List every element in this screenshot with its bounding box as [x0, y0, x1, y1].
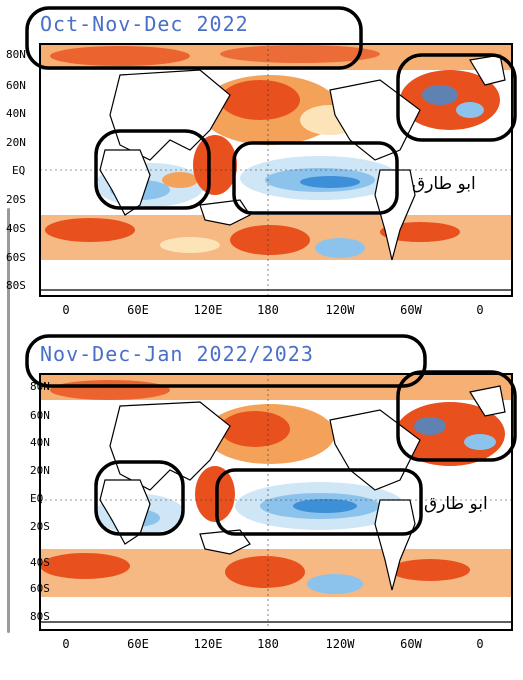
lat-label: 20S: [6, 193, 26, 206]
lat-label: 60S: [6, 251, 26, 264]
lat-label: 20N: [30, 464, 50, 477]
scrollbar[interactable]: [7, 208, 10, 633]
lat-label: 40N: [30, 436, 50, 449]
lat-label: 80N: [6, 48, 26, 61]
panel-title: Nov-Dec-Jan 2022/2023: [40, 342, 314, 366]
lat-label: 80N: [30, 380, 50, 393]
lat-label: EQ: [30, 492, 44, 505]
lon-label: 120W: [325, 637, 355, 651]
lat-label: 80S: [6, 279, 26, 292]
lon-label: 180: [257, 303, 279, 317]
lat-label: 60N: [30, 409, 50, 422]
lon-label: 120W: [325, 303, 355, 317]
lon-label: 120E: [193, 303, 223, 317]
lon-label: 120E: [193, 637, 223, 651]
lon-label: 0: [476, 303, 484, 317]
lat-label: 80S: [30, 610, 50, 623]
anomaly-field: [40, 374, 512, 630]
lat-label: EQ: [12, 164, 26, 177]
lat-label: 40S: [30, 556, 50, 569]
graticule: [40, 44, 512, 296]
lon-label: 60E: [127, 303, 149, 317]
lat-label: 60S: [30, 582, 50, 595]
sst-anomaly-map: [25, 6, 517, 297]
lon-label: 0: [476, 637, 484, 651]
watermark-text: ابو طارق: [412, 174, 476, 194]
lon-label: 60W: [400, 303, 422, 317]
lon-label: 0: [62, 303, 70, 317]
lat-label: 60N: [6, 79, 26, 92]
lon-label: 60E: [127, 637, 149, 651]
sst-anomaly-map: [25, 334, 517, 631]
annotation-outlines: [25, 6, 517, 215]
anomaly-field: [40, 44, 512, 296]
map-panel-oct-nov-dec: Oct-Nov-Dec 2022: [0, 0, 523, 330]
lon-label: 0: [62, 637, 70, 651]
panel-title: Oct-Nov-Dec 2022: [40, 12, 249, 36]
lon-label: 60W: [400, 637, 422, 651]
lat-label: 20S: [30, 520, 50, 533]
lat-label: 40S: [6, 222, 26, 235]
graticule: [40, 374, 512, 630]
lon-label: 180: [257, 637, 279, 651]
map-panel-nov-dec-jan: Nov-Dec-Jan 2022/2023: [0, 334, 523, 680]
watermark-text: ابو طارق: [424, 494, 488, 514]
annotation-outlines: [25, 334, 517, 536]
lat-label: 40N: [6, 107, 26, 120]
lat-label: 20N: [6, 136, 26, 149]
